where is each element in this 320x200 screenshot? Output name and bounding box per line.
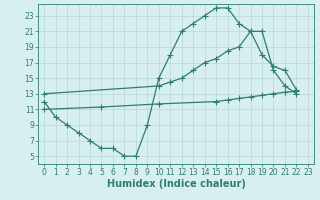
X-axis label: Humidex (Indice chaleur): Humidex (Indice chaleur) [107,179,245,189]
